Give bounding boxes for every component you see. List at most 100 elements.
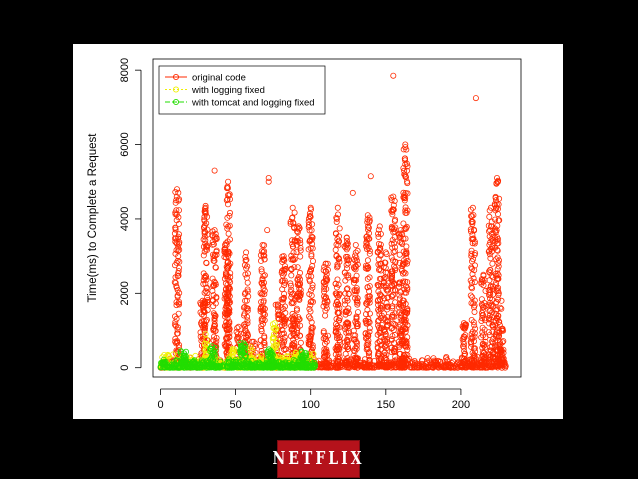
point-original: [257, 257, 264, 264]
point-original: [260, 279, 267, 286]
point-original: [211, 311, 218, 318]
point-original: [223, 249, 230, 256]
point-original: [365, 224, 372, 231]
point-original: [343, 241, 350, 248]
point-original: [389, 278, 396, 285]
point-original: [496, 362, 503, 369]
point-original: [350, 264, 357, 271]
point-original: [461, 334, 468, 341]
point-original: [402, 270, 409, 277]
point-original: [201, 308, 208, 315]
point-original: [345, 309, 352, 316]
point-original: [460, 335, 467, 342]
point-original: [496, 329, 503, 336]
point-original: [391, 263, 398, 270]
point-original: [482, 338, 489, 345]
point-original: [391, 348, 398, 355]
point-original: [492, 333, 499, 340]
point-original: [365, 293, 372, 300]
point-original: [309, 245, 316, 252]
point-original: [334, 204, 341, 211]
point-original: [212, 264, 219, 271]
point-original: [289, 237, 296, 244]
point-original: [173, 302, 180, 309]
point-original: [403, 289, 410, 296]
point-original: [479, 324, 486, 331]
point-original: [494, 234, 501, 241]
point-original: [480, 312, 487, 319]
point-original: [494, 254, 501, 261]
point-tomcat-logging-fixed: [267, 351, 274, 358]
point-original: [307, 298, 314, 305]
legend-marker: [172, 73, 180, 81]
point-original: [333, 315, 340, 322]
point-original: [460, 344, 467, 351]
point-original: [261, 342, 268, 349]
point-original: [281, 267, 288, 274]
point-tomcat-logging-fixed: [306, 363, 313, 370]
point-original: [334, 264, 341, 271]
point-tomcat-logging-fixed: [182, 356, 189, 363]
point-original: [352, 266, 359, 273]
point-original: [364, 275, 371, 282]
point-original: [350, 279, 357, 286]
point-original: [399, 270, 406, 277]
point-original: [366, 247, 373, 254]
point-original: [203, 316, 210, 323]
point-logging-fixed: [270, 331, 277, 338]
point-original: [174, 330, 181, 337]
point-tomcat-logging-fixed: [234, 363, 241, 370]
point-original: [391, 218, 398, 225]
point-original: [395, 230, 402, 237]
point-original: [495, 257, 502, 264]
point-original: [213, 338, 220, 345]
point-original: [212, 281, 219, 288]
point-original: [175, 189, 182, 196]
point-original: [497, 304, 504, 311]
point-original: [244, 317, 251, 324]
point-original: [172, 338, 179, 345]
point-original: [307, 333, 314, 340]
point-original: [172, 319, 179, 326]
point-original: [402, 283, 409, 290]
point-original: [290, 249, 297, 256]
point-tomcat-logging-fixed: [291, 364, 298, 371]
point-original: [200, 252, 207, 259]
point-original: [224, 214, 231, 221]
point-original: [258, 322, 265, 329]
point-original: [366, 319, 373, 326]
point-original: [225, 258, 232, 265]
point-original: [458, 354, 465, 361]
point-original: [363, 301, 370, 308]
point-original: [201, 302, 208, 309]
point-logging-fixed: [270, 338, 277, 345]
point-original: [279, 341, 286, 348]
point-original: [396, 279, 403, 286]
point-original: [261, 339, 268, 346]
point-original: [468, 363, 475, 370]
point-original: [332, 345, 339, 352]
point-original: [336, 225, 343, 232]
point-original: [381, 343, 388, 350]
point-original: [480, 352, 487, 359]
point-original: [478, 296, 485, 303]
point-original: [382, 274, 389, 281]
point-original: [428, 361, 435, 368]
point-original: [241, 323, 248, 330]
point-original: [278, 278, 285, 285]
point-original: [204, 307, 211, 314]
point-original: [280, 253, 287, 260]
point-original: [402, 224, 409, 231]
point-original: [202, 204, 209, 211]
point-original: [334, 211, 341, 218]
point-original: [203, 243, 210, 250]
point-original: [480, 271, 487, 278]
point-original: [172, 238, 179, 245]
point-logging-fixed: [233, 353, 240, 360]
point-original: [471, 302, 478, 309]
point-original: [363, 243, 370, 250]
point-original: [324, 332, 331, 339]
point-original: [202, 202, 209, 209]
point-original: [227, 270, 234, 277]
point-tomcat-logging-fixed: [228, 363, 235, 370]
